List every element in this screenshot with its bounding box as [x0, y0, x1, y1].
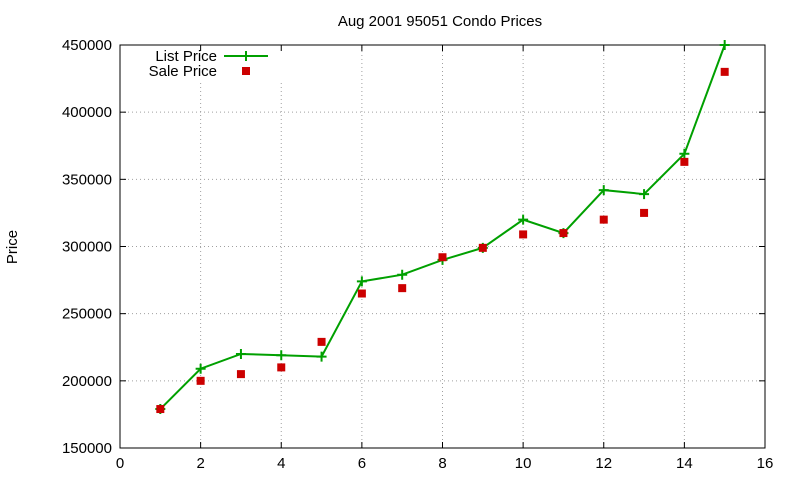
sale-price-point [478, 243, 487, 252]
sale-price-point [680, 157, 689, 166]
legend-list-price-marker [241, 51, 251, 61]
sale-price-point [357, 289, 366, 298]
x-tick-label: 16 [757, 455, 774, 472]
x-tick-label: 4 [277, 455, 285, 472]
y-tick-label: 200000 [62, 373, 112, 390]
y-tick-label: 250000 [62, 306, 112, 323]
sale-price-point [398, 284, 407, 293]
sale-price-point [599, 215, 608, 224]
list-price-point [639, 189, 650, 200]
sale-price-point [640, 208, 649, 217]
y-tick-label: 400000 [62, 104, 112, 121]
x-tick-label: 14 [676, 455, 693, 472]
sale-price-point [519, 230, 528, 239]
x-tick-label: 6 [358, 455, 366, 472]
legend: List Price Sale Price [149, 48, 268, 80]
x-tick-label: 12 [595, 455, 612, 472]
list-price-point [397, 269, 408, 280]
chart-title: Aug 2001 95051 Condo Prices [338, 13, 542, 30]
list-price-point [719, 40, 730, 50]
list-price-point [316, 351, 327, 362]
x-tick-label: 0 [116, 455, 124, 472]
y-tick-label: 450000 [62, 37, 112, 54]
legend-sale-price-marker [242, 67, 250, 75]
sale-price-point [438, 253, 447, 262]
x-tick-label: 2 [196, 455, 204, 472]
list-price-point [518, 214, 529, 225]
list-price-point [679, 148, 690, 159]
sale-price-point [236, 370, 245, 379]
sale-price-point [559, 229, 568, 238]
y-tick-label: 300000 [62, 239, 112, 256]
grid [120, 45, 765, 448]
series [155, 40, 730, 415]
axis-ticks: 0 2 4 6 8 10 12 14 16 150000 200000 250000 300000 350… [62, 37, 773, 472]
legend-list-price-label: List Price [155, 48, 217, 65]
list-price-point [598, 185, 609, 196]
y-axis-label: Price [4, 230, 21, 264]
y-tick-label: 150000 [62, 440, 112, 457]
list-price-point [235, 348, 246, 359]
x-tick-label: 8 [438, 455, 446, 472]
x-tick-label: 10 [515, 455, 532, 472]
sale-price-point [277, 363, 286, 372]
sale-price-point [720, 67, 729, 76]
legend-sale-price-label: Sale Price [149, 63, 217, 80]
y-tick-label: 350000 [62, 171, 112, 188]
sale-price-point [317, 337, 326, 346]
list-price-point [356, 276, 367, 287]
list-price-point [276, 350, 287, 361]
list-price-point [195, 363, 206, 374]
sale-price-point [156, 405, 165, 414]
sale-price-point [196, 376, 205, 385]
